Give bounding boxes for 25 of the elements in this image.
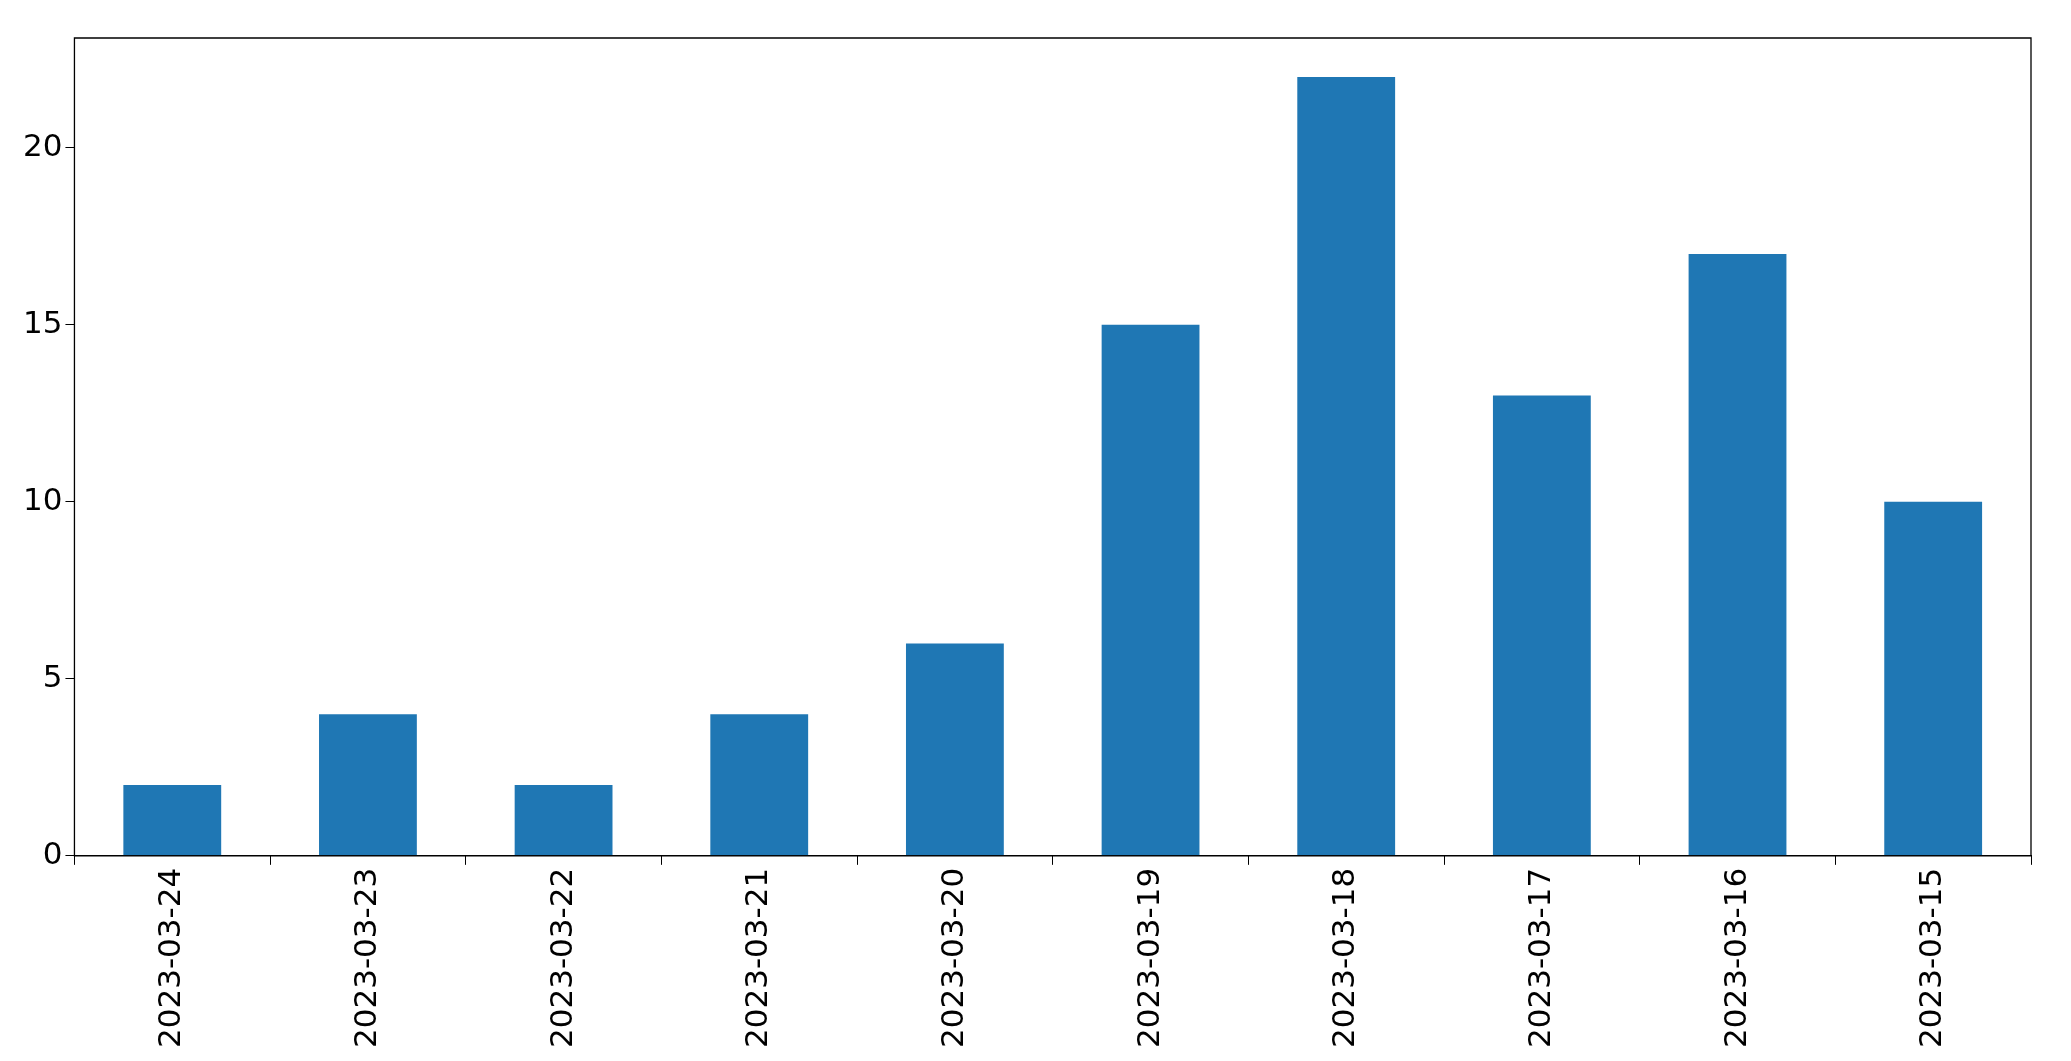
x-tick-label: 2023-03-18 [1325, 867, 1362, 1049]
bar [1492, 395, 1591, 856]
x-tick-label: 2023-03-20 [933, 867, 970, 1049]
x-tick-label: 2023-03-24 [151, 867, 188, 1049]
x-tick-label: 2023-03-17 [1520, 867, 1557, 1049]
bar [905, 643, 1004, 856]
x-tick-label: 2023-03-16 [1716, 867, 1753, 1049]
bar [319, 714, 417, 856]
x-tick-label: 2023-03-23 [346, 867, 383, 1049]
x-tick-label: 2023-03-15 [1912, 867, 1949, 1049]
bar [1688, 253, 1787, 856]
bar [1884, 501, 1983, 856]
x-tick-label: 2023-03-21 [738, 867, 775, 1049]
bar [1297, 76, 1396, 856]
x-tick-label: 2023-03-22 [542, 867, 579, 1049]
bar [710, 714, 809, 856]
y-tick-label: 15 [22, 303, 63, 340]
bar [1101, 324, 1200, 856]
y-tick-label: 0 [42, 834, 63, 871]
bar [514, 785, 613, 856]
y-tick-label: 10 [22, 480, 63, 517]
bar [123, 785, 222, 856]
y-tick-label: 20 [22, 126, 63, 163]
y-tick-label: 5 [42, 657, 63, 694]
x-tick-label: 2023-03-19 [1129, 867, 1166, 1049]
